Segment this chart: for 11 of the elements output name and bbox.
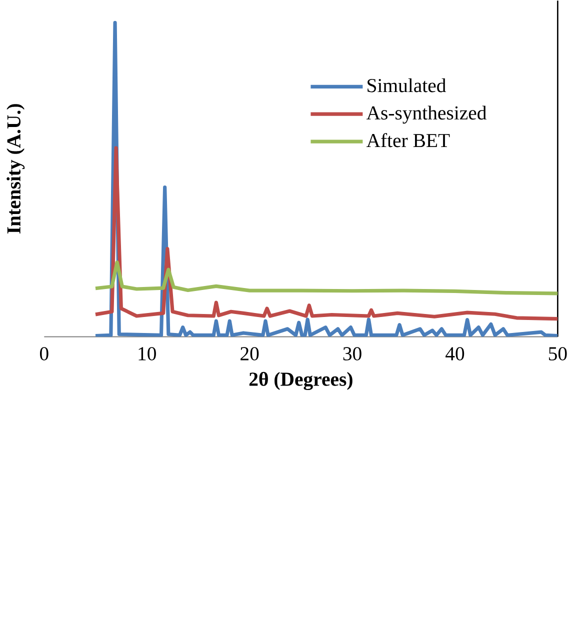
x-tick-label: 0 [40,347,48,360]
y-axis-title: Intensity (A.U.) [6,104,25,234]
x-tick-label: 30 [343,347,362,360]
x-tick-label: 20 [240,347,259,360]
x-tick-label: 40 [445,347,464,360]
x-axis-title: 2θ (Degrees) [249,372,352,390]
x-tick-label: 10 [138,347,156,360]
x-tick-label: 50 [548,347,567,360]
legend-label: Simulated [368,78,446,92]
legend-label: After BET [366,133,450,148]
legend-label: As-synthesized [366,106,486,124]
